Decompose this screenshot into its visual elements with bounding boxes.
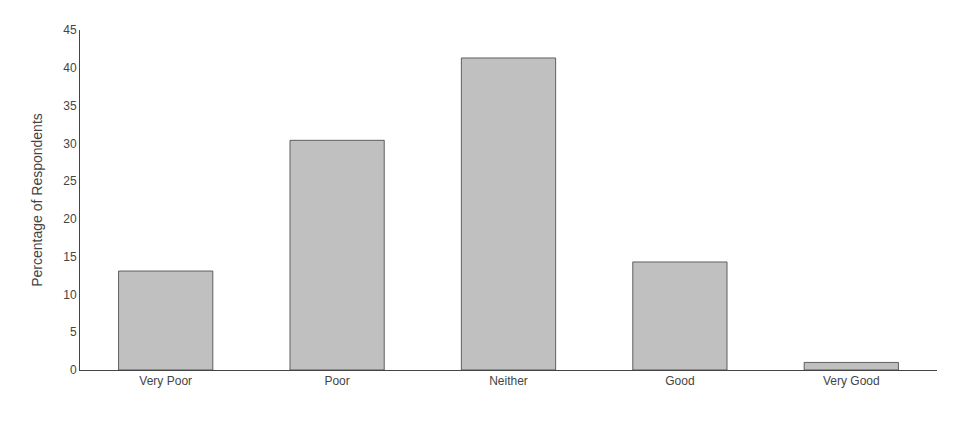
- svg-text:30: 30: [63, 137, 77, 151]
- svg-text:5: 5: [70, 325, 77, 339]
- svg-text:Very Poor: Very Poor: [139, 374, 192, 388]
- svg-text:25: 25: [63, 174, 77, 188]
- svg-text:40: 40: [63, 61, 77, 75]
- svg-text:0: 0: [70, 363, 77, 377]
- svg-text:Percentage of Respondents: Percentage of Respondents: [29, 113, 45, 287]
- svg-text:Poor: Poor: [324, 374, 349, 388]
- svg-text:35: 35: [63, 99, 77, 113]
- svg-text:10: 10: [63, 288, 77, 302]
- svg-text:Neither: Neither: [489, 374, 528, 388]
- svg-text:15: 15: [63, 250, 77, 264]
- svg-text:45: 45: [63, 23, 77, 37]
- svg-text:Good: Good: [665, 374, 694, 388]
- svg-text:Very Good: Very Good: [823, 374, 880, 388]
- svg-text:20: 20: [63, 212, 77, 226]
